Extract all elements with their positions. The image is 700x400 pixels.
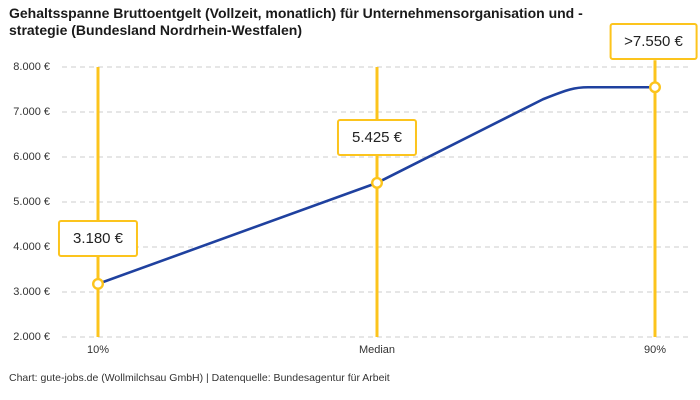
data-point-marker bbox=[91, 277, 104, 290]
data-point-marker bbox=[649, 81, 662, 94]
series-line bbox=[97, 85, 655, 286]
chart-footer: Chart: gute-jobs.de (Wollmilchsau GmbH) … bbox=[9, 372, 390, 384]
data-point-marker bbox=[371, 176, 384, 189]
chart-title: Gehaltsspanne Bruttoentgelt (Vollzeit, m… bbox=[9, 5, 583, 38]
